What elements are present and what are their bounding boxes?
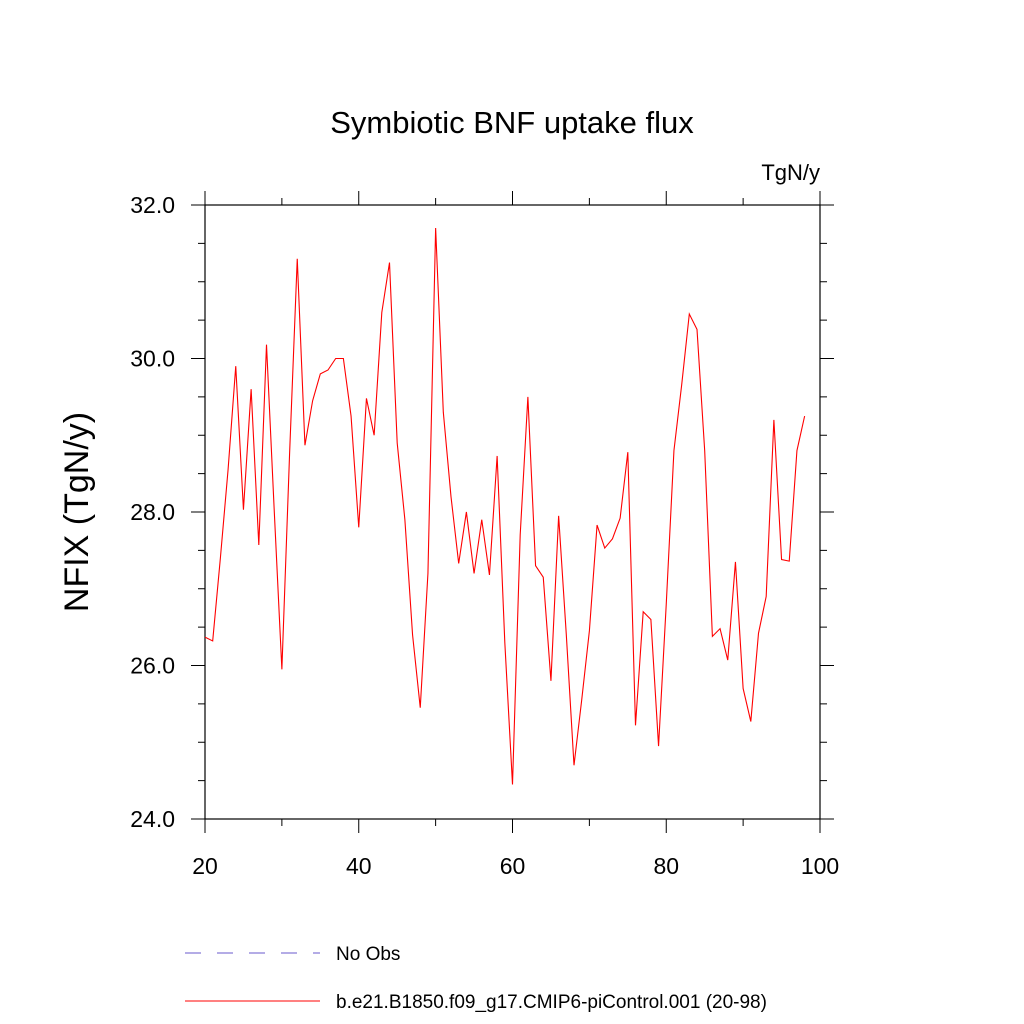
legend-label-no-obs: No Obs [336, 944, 400, 965]
series-line-0 [204, 228, 806, 785]
units-label: TgN/y [761, 160, 820, 185]
x-tick-label: 40 [346, 853, 372, 879]
y-tick-label: 32.0 [130, 192, 175, 218]
axis-ticks [191, 191, 834, 833]
x-tick-label: 100 [801, 853, 839, 879]
legend: No Obs b.e21.B1850.f09_g17.CMIP6-piContr… [185, 944, 767, 1013]
y-tick-label: 24.0 [130, 806, 175, 832]
series-layer [204, 228, 806, 785]
x-tick-label: 60 [500, 853, 526, 879]
y-axis-label: NFIX (TgN/y) [58, 412, 96, 612]
chart-title: Symbiotic BNF uptake flux [330, 105, 694, 140]
x-tick-label: 20 [192, 853, 218, 879]
legend-label-control-run: b.e21.B1850.f09_g17.CMIP6-piControl.001 … [336, 992, 767, 1013]
x-tick-label: 80 [653, 853, 679, 879]
y-tick-label: 28.0 [130, 499, 175, 525]
plot-border [204, 204, 821, 820]
y-tick-label: 30.0 [130, 346, 175, 372]
axis-tick-labels: 20 40 60 80 100 24.0 26.0 28.0 30.0 32.0 [130, 192, 839, 879]
plot-frame [204, 204, 821, 820]
y-tick-label: 26.0 [130, 653, 175, 679]
